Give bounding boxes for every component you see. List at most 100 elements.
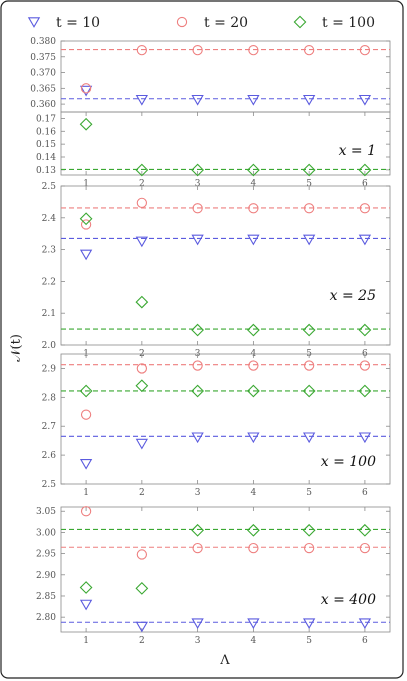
data-point-t100 bbox=[302, 323, 316, 337]
y-tick-label: 2.90 bbox=[36, 571, 56, 581]
x-tick-label: 6 bbox=[362, 636, 368, 646]
data-point-t100 bbox=[302, 523, 316, 537]
legend-marker-triangle-down-icon bbox=[27, 17, 41, 28]
y-tick-label: 0.360 bbox=[30, 100, 56, 110]
data-point-t20 bbox=[248, 45, 259, 56]
plot-frame-lower bbox=[60, 111, 391, 176]
x-tick-label: 1 bbox=[83, 636, 89, 646]
y-tick-label: 2.1 bbox=[42, 309, 56, 319]
data-point-t10 bbox=[358, 94, 372, 106]
x-tick-label: 4 bbox=[251, 179, 257, 189]
data-point-t20 bbox=[303, 45, 315, 56]
x-tick-label: 2 bbox=[139, 636, 145, 646]
y-tick-label: 2.7 bbox=[42, 422, 57, 432]
y-tick-label: 2.9 bbox=[42, 364, 57, 374]
x-tick-label: 4 bbox=[251, 636, 257, 646]
panel-label: x = 25 bbox=[330, 288, 376, 304]
data-point-t10 bbox=[79, 459, 93, 470]
y-tick-label: 2.4 bbox=[42, 214, 57, 224]
plot-frame bbox=[60, 353, 391, 485]
data-point-t100 bbox=[135, 581, 149, 595]
legend-item-t10: t = 10 bbox=[27, 15, 100, 31]
y-tick-label: 2.0 bbox=[42, 341, 57, 351]
legend-marker-circle-icon bbox=[176, 16, 188, 28]
data-point-t10 bbox=[191, 234, 204, 246]
y-tick-label: 0.375 bbox=[30, 53, 56, 63]
y-tick-label: 2.5 bbox=[42, 480, 57, 490]
x-tick-label: 5 bbox=[306, 488, 312, 498]
legend-label-t100: t = 100 bbox=[322, 15, 375, 31]
data-point-t10 bbox=[358, 234, 372, 246]
data-point-t10 bbox=[135, 438, 149, 450]
data-point-t20 bbox=[248, 542, 259, 554]
legend-marker-diamond-icon bbox=[293, 15, 307, 29]
y-tick-label: 2.6 bbox=[42, 451, 57, 461]
data-point-t20 bbox=[192, 360, 203, 371]
data-point-t10 bbox=[135, 94, 149, 106]
data-point-t100 bbox=[79, 117, 93, 131]
x-tick-label: 5 bbox=[306, 636, 312, 646]
data-point-t100 bbox=[247, 163, 260, 177]
data-point-t100 bbox=[358, 163, 372, 177]
panel-x-100: 1 2 3 4 5 6 2.5 2.6 2.7 2.8 2.9 x = 100 bbox=[42, 353, 391, 498]
data-point-t10 bbox=[191, 432, 204, 444]
data-point-t100 bbox=[358, 323, 372, 337]
y-tick-label: 0.16 bbox=[36, 127, 56, 137]
data-point-t100 bbox=[247, 384, 260, 398]
x-tick-label: 4 bbox=[251, 488, 257, 498]
y-axis-title: 𝒩(t) bbox=[9, 334, 24, 362]
y-tick-label: 2.80 bbox=[36, 613, 56, 623]
x-tick-label: 2 bbox=[139, 488, 145, 498]
y-tick-label: 0.13 bbox=[36, 166, 56, 176]
data-point-t100 bbox=[79, 384, 93, 398]
panel-x-400: 1 2 3 4 5 6 2.80 2.85 2.90 2.95 3.00 3.05 x = 400 bbox=[36, 506, 391, 646]
plot-frame bbox=[60, 506, 391, 633]
data-point-t100 bbox=[79, 212, 93, 226]
data-point-t100 bbox=[79, 581, 93, 594]
data-point-t100 bbox=[135, 379, 149, 393]
data-point-t100 bbox=[247, 523, 260, 537]
data-point-t100 bbox=[135, 295, 149, 309]
x-tick-label: 3 bbox=[195, 636, 201, 646]
legend-label-t20: t = 20 bbox=[204, 15, 248, 31]
x-tick-label: 1 bbox=[83, 488, 89, 498]
y-tick-label: 0.365 bbox=[30, 84, 56, 94]
data-point-t10 bbox=[302, 432, 316, 444]
data-point-t20 bbox=[359, 360, 371, 371]
data-point-t10 bbox=[79, 599, 93, 611]
data-point-t10 bbox=[302, 234, 316, 246]
data-point-t100 bbox=[302, 163, 316, 177]
x-tick-label: 5 bbox=[306, 179, 312, 189]
data-point-t20 bbox=[303, 360, 315, 371]
data-point-t100 bbox=[135, 163, 149, 177]
plot-frame bbox=[60, 185, 391, 346]
panel-x-25: 1 2 3 4 5 6 2.0 2.1 2.2 2.3 2.4 2.5 x = 25 bbox=[42, 182, 391, 359]
x-tick-label: 3 bbox=[195, 179, 201, 189]
data-point-t10 bbox=[247, 234, 260, 246]
x-tick-label: 1 bbox=[83, 179, 89, 189]
data-point-t10 bbox=[247, 432, 260, 444]
data-point-t10 bbox=[191, 618, 204, 630]
data-point-t10 bbox=[358, 618, 372, 630]
x-tick-label: 6 bbox=[362, 179, 368, 189]
panel-label: x = 400 bbox=[321, 592, 376, 608]
data-point-t100 bbox=[247, 323, 260, 337]
data-point-t100 bbox=[358, 523, 372, 537]
data-point-t10 bbox=[358, 432, 372, 444]
y-tick-label: 2.2 bbox=[42, 277, 56, 287]
legend-marker-diamond-icon bbox=[293, 15, 307, 29]
data-point-t20 bbox=[136, 363, 148, 374]
x-tick-label: 3 bbox=[195, 488, 201, 498]
data-point-t20 bbox=[359, 542, 371, 554]
data-point-t20 bbox=[80, 409, 92, 420]
legend-label-t10: t = 10 bbox=[56, 15, 100, 31]
data-point-t20 bbox=[136, 45, 148, 56]
y-tick-label: 2.8 bbox=[42, 393, 57, 403]
y-tick-label: 0.17 bbox=[36, 114, 56, 124]
data-point-t10 bbox=[247, 618, 260, 630]
x-tick-label: 2 bbox=[139, 179, 145, 189]
legend-item-t20: t = 20 bbox=[176, 15, 248, 31]
data-point-t10 bbox=[135, 236, 149, 248]
data-point-t100 bbox=[191, 323, 204, 337]
